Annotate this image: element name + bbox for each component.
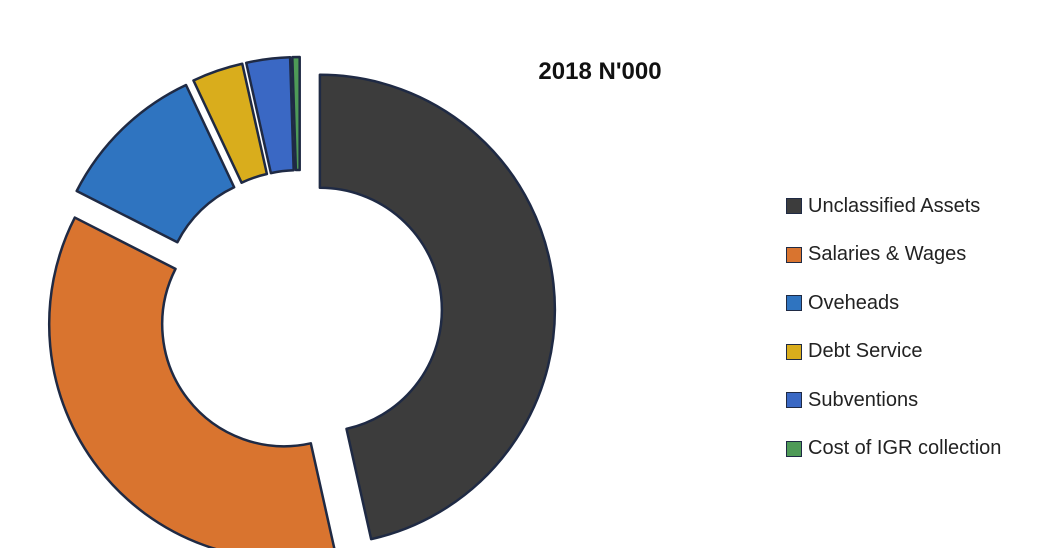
slice-cost-of-igr-collection [291,55,301,172]
chart-slices [47,55,557,548]
slice-subventions [244,56,295,175]
chart-title: 2018 N'000 [538,58,662,85]
legend-item-oveheads: Oveheads [786,279,1036,328]
legend-label-unclassified-assets: Unclassified Assets [808,194,981,217]
legend-swatch-cost-of-igr-collection [786,440,802,457]
slice-oveheads [75,83,236,244]
slice-unclassified-assets [318,73,557,541]
legend-label-cost-of-igr-collection: Cost of IGR collection [808,437,1002,460]
legend-item-unclassified-assets: Unclassified Assets [786,182,1036,231]
legend-item-subventions: Subventions [786,376,1036,425]
legend-swatch-salaries-wages [786,246,802,263]
legend-item-cost-of-igr-collection: Cost of IGR collection [786,425,1036,474]
chart-legend: Unclassified Assets Salaries & Wages Ove… [786,182,1036,473]
legend-swatch-subventions [786,392,802,409]
legend-swatch-oveheads [786,295,802,312]
legend-label-subventions: Subventions [808,388,919,411]
legend-item-salaries-wages: Salaries & Wages [786,231,1036,280]
legend-swatch-debt-service [786,343,802,360]
slice-debt-service [192,62,269,184]
slice-salaries-wages [47,216,336,548]
legend-label-oveheads: Oveheads [808,291,900,314]
legend-label-debt-service: Debt Service [808,340,923,363]
legend-swatch-unclassified-assets [786,198,802,215]
legend-label-salaries-wages: Salaries & Wages [808,243,967,266]
legend-item-debt-service: Debt Service [786,328,1036,377]
